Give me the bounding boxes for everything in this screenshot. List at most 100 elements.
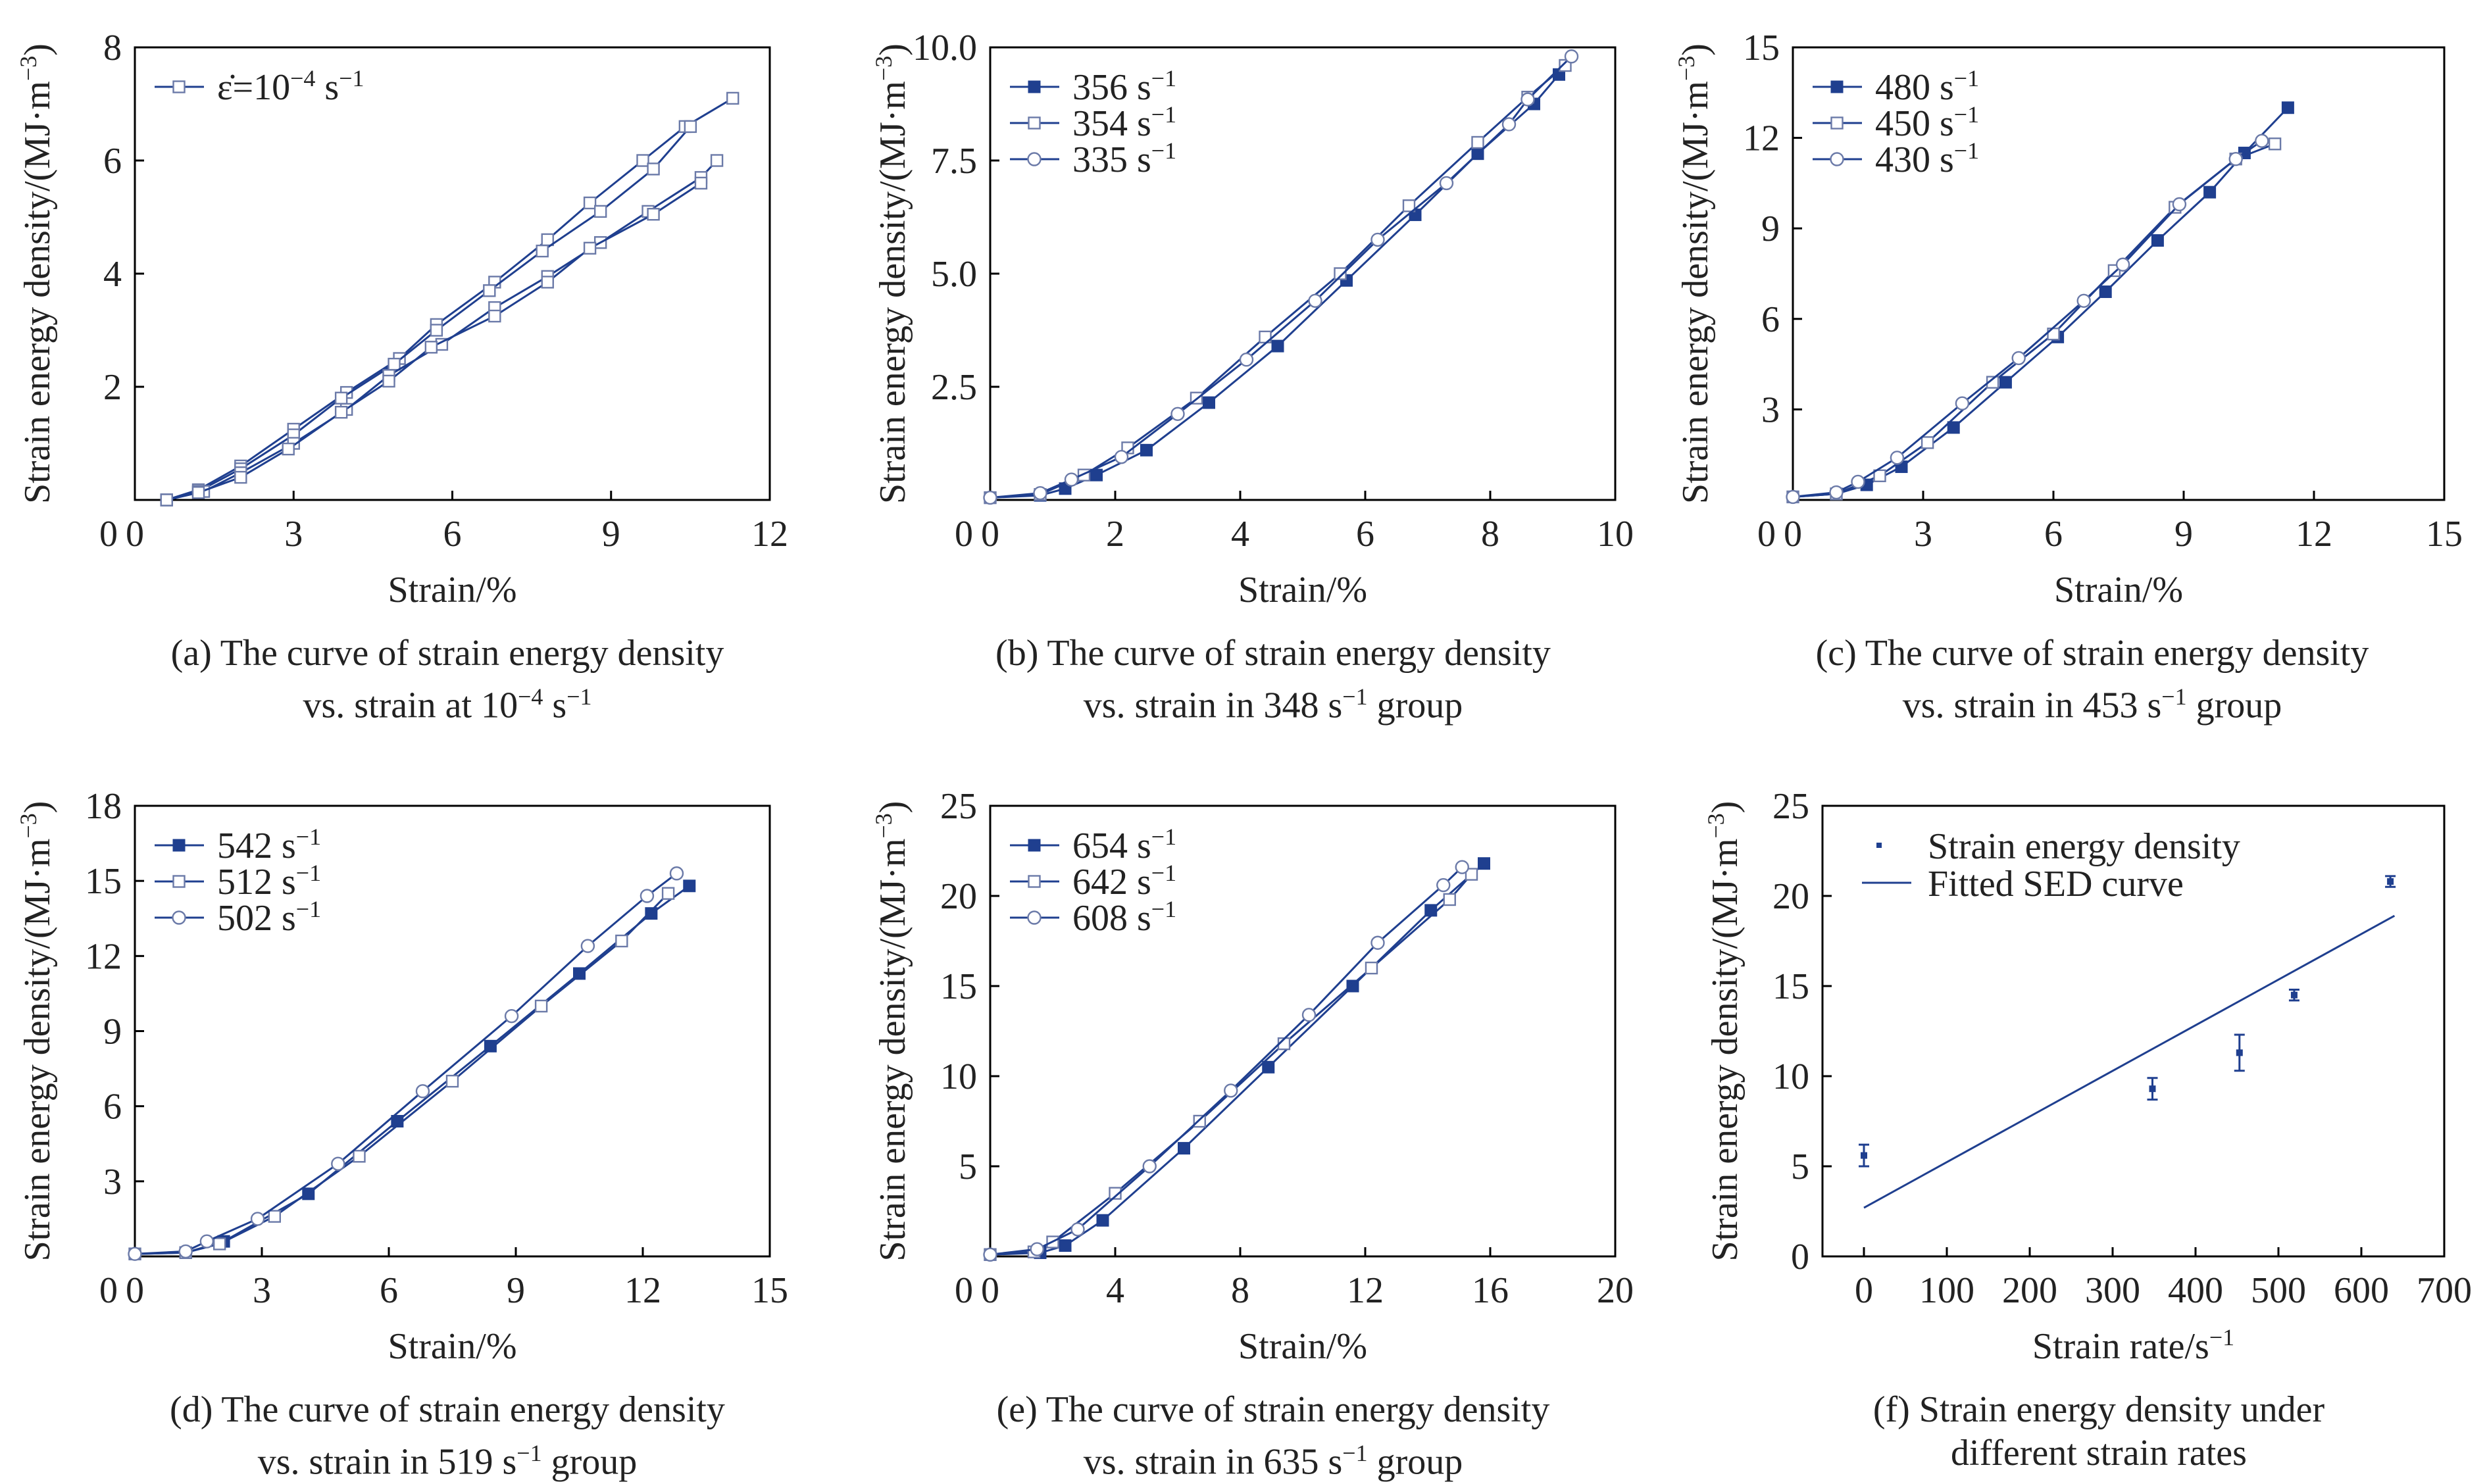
data-point bbox=[1109, 1187, 1122, 1200]
data-point bbox=[199, 1234, 214, 1249]
legend-label: 356 s−1 bbox=[1072, 65, 1176, 108]
text-span: Strain energy density/(MJ·m bbox=[872, 81, 913, 504]
data-point bbox=[647, 162, 660, 176]
data-point bbox=[1890, 451, 1905, 465]
x-tick-label: 6 bbox=[443, 514, 462, 555]
data-point bbox=[1873, 469, 1886, 483]
text-span: 4 bbox=[103, 254, 122, 295]
text-span: 642 s bbox=[1072, 862, 1151, 903]
x-tick-label: 12 bbox=[1347, 1270, 1384, 1311]
data-point bbox=[1465, 868, 1478, 881]
caption-sup: −1 bbox=[2161, 683, 2187, 710]
caption-line1: (e) The curve of strain energy density bbox=[996, 1389, 1550, 1430]
data-point bbox=[615, 934, 628, 948]
data-point bbox=[2172, 197, 2187, 212]
legend-label: 642 s−1 bbox=[1072, 860, 1176, 903]
legend-marker bbox=[1027, 910, 1042, 925]
data-point bbox=[160, 493, 173, 507]
x-tick-label: 20 bbox=[1597, 1270, 1634, 1311]
data-point bbox=[647, 208, 660, 221]
series-line bbox=[990, 866, 1463, 1256]
y-tick-label: 20 bbox=[1772, 876, 1809, 917]
data-point bbox=[593, 205, 607, 218]
x-tick-label: 9 bbox=[602, 514, 620, 555]
legend-marker bbox=[1027, 152, 1042, 166]
caption-text: vs. strain in 635 s bbox=[1083, 1441, 1343, 1483]
data-point bbox=[430, 324, 443, 337]
data-point bbox=[684, 120, 697, 134]
text-span: 12 bbox=[624, 1270, 661, 1311]
data-point bbox=[1424, 904, 1438, 917]
legend-label: 450 s−1 bbox=[1875, 101, 1979, 144]
text-span: 300 bbox=[2085, 1270, 2140, 1311]
x-tick-label: 0 bbox=[1855, 1270, 1873, 1311]
data-point bbox=[1564, 49, 1579, 64]
text-superscript: −1 bbox=[1151, 137, 1176, 164]
y-axis-label: Strain energy density/(MJ·m−3) bbox=[15, 43, 58, 504]
y-tick-label: 6 bbox=[103, 1087, 122, 1127]
data-point bbox=[1090, 468, 1103, 482]
origin-label: 0 bbox=[99, 1270, 118, 1311]
text-span: 9 bbox=[507, 1270, 525, 1311]
data-point bbox=[1203, 396, 1215, 409]
caption-tail: group bbox=[1367, 1441, 1463, 1483]
legend-label: Fitted SED curve bbox=[1928, 864, 2184, 904]
text-span: 20 bbox=[1597, 1270, 1634, 1311]
data-point bbox=[1059, 1239, 1072, 1252]
data-point bbox=[1402, 199, 1416, 212]
data-point bbox=[1239, 353, 1254, 367]
text-span: 16 bbox=[1472, 1270, 1509, 1311]
caption-sup: −4 bbox=[518, 683, 543, 710]
series-line bbox=[990, 874, 1472, 1256]
data-point bbox=[382, 374, 395, 388]
text-span: Fitted SED curve bbox=[1928, 864, 2184, 904]
text-span: 430 s bbox=[1875, 139, 1954, 180]
text-span: 8 bbox=[1481, 514, 1499, 555]
text-superscript: −1 bbox=[296, 824, 321, 850]
data-point bbox=[580, 939, 595, 953]
text-span: 15 bbox=[1743, 28, 1780, 68]
caption-tail: group bbox=[2186, 685, 2282, 726]
text-span: 0 bbox=[981, 514, 999, 555]
caption-line1: (b) The curve of strain energy density bbox=[995, 633, 1551, 674]
data-point bbox=[1096, 1214, 1109, 1227]
x-axis-label: Strain/% bbox=[388, 570, 517, 610]
text-span: 9 bbox=[2174, 514, 2193, 555]
data-point bbox=[334, 406, 348, 419]
data-point bbox=[640, 889, 655, 903]
x-tick-label: 10 bbox=[1597, 514, 1634, 555]
text-span: 502 s bbox=[217, 898, 296, 939]
text-span: 654 s bbox=[1072, 826, 1151, 866]
text-span: 608 s bbox=[1072, 898, 1151, 939]
x-tick-label: 600 bbox=[2334, 1270, 2389, 1311]
caption-a: (a) The curve of strain energy density v… bbox=[59, 631, 836, 728]
caption-line1: (f) Strain energy density under bbox=[1872, 1389, 2325, 1430]
x-tick-label: 16 bbox=[1472, 1270, 1509, 1311]
text-span: 9 bbox=[602, 514, 620, 555]
x-tick-label: 12 bbox=[751, 514, 788, 555]
data-point bbox=[488, 309, 501, 323]
legend-label: 354 s−1 bbox=[1072, 101, 1176, 144]
data-point bbox=[2290, 991, 2298, 999]
x-tick-label: 4 bbox=[1231, 514, 1249, 555]
text-span: 600 bbox=[2334, 1270, 2389, 1311]
legend-label: 542 s−1 bbox=[217, 824, 321, 866]
text-superscript: −1 bbox=[1954, 137, 1979, 164]
text-span: Strain/% bbox=[1238, 1326, 1367, 1367]
text-span: 6 bbox=[1761, 299, 1780, 340]
data-point bbox=[541, 276, 554, 289]
text-span: Strain energy density/(MJ·m bbox=[1675, 81, 1716, 504]
x-tick-label: 12 bbox=[624, 1270, 661, 1311]
text-superscript: −3 bbox=[15, 813, 41, 838]
x-axis-label: Strain/% bbox=[1238, 1326, 1367, 1367]
y-tick-label: 2 bbox=[103, 367, 122, 408]
text-span: 0 bbox=[1757, 514, 1776, 555]
series-line bbox=[134, 885, 690, 1255]
data-point bbox=[661, 887, 675, 900]
data-point bbox=[1829, 485, 1844, 500]
text-span: 2.5 bbox=[931, 367, 977, 408]
data-point bbox=[1947, 421, 1960, 434]
x-tick-label: 0 bbox=[981, 1270, 999, 1311]
data-point bbox=[1921, 436, 1934, 449]
